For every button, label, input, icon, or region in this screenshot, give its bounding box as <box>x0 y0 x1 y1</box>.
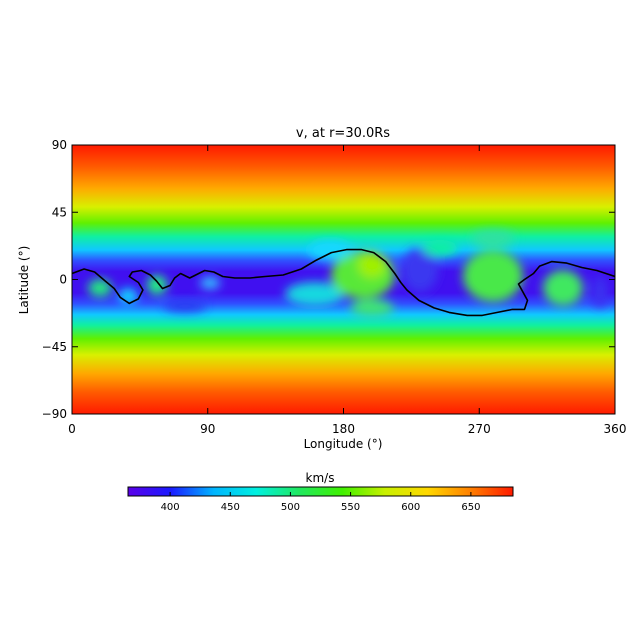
heatmap-feature <box>422 240 458 256</box>
x-tick-label: 270 <box>468 422 491 436</box>
y-tick-label: 0 <box>59 273 67 287</box>
heatmap-feature <box>163 300 207 312</box>
heatmap-feature <box>200 277 220 289</box>
heatmap-feature <box>308 240 352 260</box>
chart-title: v, at r=30.0Rs <box>296 126 390 141</box>
colorbar-ticks: 400 450 500 550 600 650 <box>161 492 480 513</box>
x-axis: 0 90 180 270 360 <box>68 145 626 436</box>
y-axis-label: Latitude (°) <box>17 246 31 315</box>
heatmap-feature <box>350 300 394 316</box>
colorbar-tick-label: 400 <box>161 502 180 513</box>
neutral-line <box>72 248 615 317</box>
colorbar-tick-label: 500 <box>281 502 300 513</box>
colorbar-label: km/s <box>306 471 335 485</box>
colorbar-tick-label: 550 <box>341 502 360 513</box>
heatmap-feature <box>543 270 583 306</box>
heatmap-feature <box>147 275 167 295</box>
heatmap-feature <box>88 279 112 297</box>
x-tick-label: 360 <box>604 422 627 436</box>
heatmap-features <box>88 230 608 316</box>
heatmap-feature <box>471 230 515 246</box>
heatmap-feature <box>463 250 523 302</box>
x-tick-label: 180 <box>332 422 355 436</box>
x-tick-label: 0 <box>68 422 76 436</box>
y-tick-label: 45 <box>52 205 67 219</box>
heatmap-feature <box>358 252 386 278</box>
y-axis: 90 45 0 −45 −90 <box>42 138 615 421</box>
colorbar <box>127 486 514 497</box>
x-tick-label: 90 <box>200 422 215 436</box>
heatmap-feature <box>592 276 608 308</box>
y-tick-label: 90 <box>52 138 67 152</box>
heatmap-feature <box>285 282 345 306</box>
colorbar-tick-label: 650 <box>461 502 480 513</box>
x-axis-label: Longitude (°) <box>304 437 383 451</box>
heatmap <box>72 145 615 414</box>
colorbar-tick-label: 600 <box>401 502 420 513</box>
y-tick-label: −90 <box>42 407 67 421</box>
y-tick-label: −45 <box>42 340 67 354</box>
heatmap-feature <box>402 248 438 292</box>
colorbar-tick-label: 450 <box>221 502 240 513</box>
